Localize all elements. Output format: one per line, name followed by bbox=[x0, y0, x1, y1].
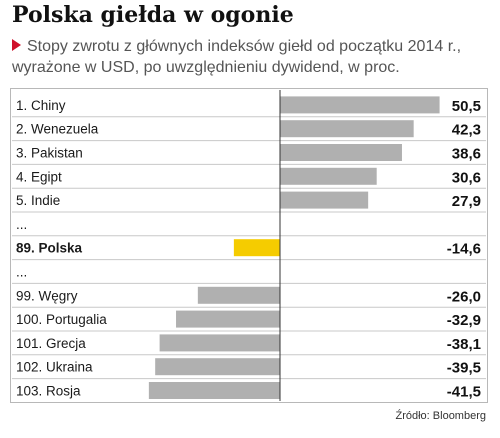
subtitle-text: Stopy zwrotu z głównych indeksów giełd o… bbox=[12, 38, 462, 76]
bar-4 bbox=[280, 191, 369, 209]
row-label-10: 101. Grecja bbox=[16, 336, 86, 351]
value-label-1: 42,3 bbox=[452, 122, 481, 139]
bar-11 bbox=[155, 358, 280, 376]
bar-12 bbox=[148, 382, 280, 399]
bar-3 bbox=[280, 167, 377, 185]
row-label-9: 100. Portugalia bbox=[16, 312, 107, 327]
bar-9 bbox=[176, 310, 280, 328]
row-label-4: 5. Indie bbox=[16, 193, 60, 208]
row-label-5: ... bbox=[16, 217, 27, 232]
chart-subtitle: Stopy zwrotu z głównych indeksów giełd o… bbox=[12, 36, 492, 78]
bar-6 bbox=[233, 239, 280, 257]
bar-2 bbox=[280, 144, 402, 161]
value-label-12: -41,5 bbox=[447, 384, 481, 401]
chart-title: Polska giełda w ogonie bbox=[12, 2, 294, 28]
row-label-12: 103. Rosja bbox=[16, 384, 81, 399]
row-label-1: 2. Wenezuela bbox=[16, 122, 99, 137]
bar-10 bbox=[159, 334, 280, 352]
value-label-4: 27,9 bbox=[452, 193, 481, 210]
row-label-2: 3. Pakistan bbox=[16, 146, 83, 161]
bar-0 bbox=[280, 96, 440, 114]
value-label-6: -14,6 bbox=[447, 241, 481, 258]
row-label-8: 99. Węgry bbox=[16, 288, 78, 303]
value-label-2: 38,6 bbox=[452, 146, 481, 163]
triangle-bullet-icon bbox=[12, 39, 21, 51]
value-label-9: -32,9 bbox=[447, 312, 481, 329]
chart-frame bbox=[10, 88, 488, 403]
row-label-11: 102. Ukraina bbox=[16, 360, 93, 375]
bar-chart: 1. Chiny 50,5 2. Wenezuela 42,3 3. Pakistan 3… bbox=[12, 90, 486, 401]
row-label-3: 4. Egipt bbox=[16, 169, 62, 184]
row-label-0: 1. Chiny bbox=[16, 98, 66, 113]
row-label-7: ... bbox=[16, 265, 27, 280]
value-label-11: -39,5 bbox=[447, 360, 481, 377]
row-label-6: 89. Polska bbox=[16, 241, 83, 256]
bar-8 bbox=[197, 286, 280, 304]
bar-1 bbox=[280, 120, 414, 138]
source-note: Źródło: Bloomberg bbox=[395, 410, 487, 422]
value-label-0: 50,5 bbox=[452, 98, 481, 115]
value-label-8: -26,0 bbox=[447, 288, 481, 305]
value-label-10: -38,1 bbox=[447, 336, 481, 353]
value-label-3: 30,6 bbox=[452, 169, 481, 186]
